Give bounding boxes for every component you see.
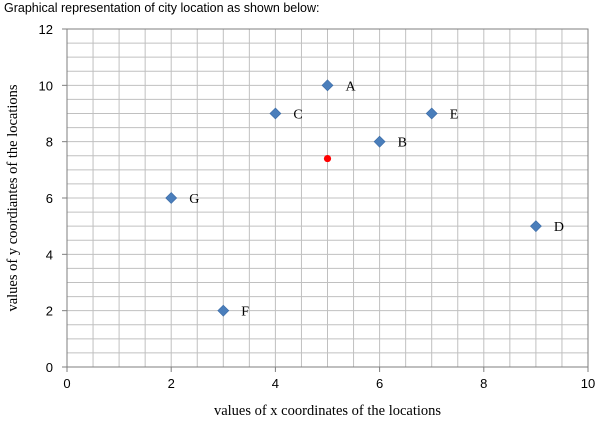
figure-caption: Graphical representation of city locatio… bbox=[4, 1, 320, 15]
data-point-label: G bbox=[189, 192, 199, 207]
x-tick-label: 0 bbox=[63, 376, 70, 391]
y-tick-label: 12 bbox=[39, 22, 53, 37]
data-point bbox=[217, 304, 230, 317]
data-point-label: D bbox=[554, 220, 564, 235]
x-tick-label: 6 bbox=[376, 376, 383, 391]
x-tick-label: 10 bbox=[581, 376, 595, 391]
x-axis-title: values of x coordinates of the locations bbox=[214, 403, 441, 419]
highlight-point bbox=[323, 154, 332, 163]
y-tick-label: 4 bbox=[46, 247, 53, 262]
y-axis-title: values of y coordiantes of the locations bbox=[5, 84, 21, 311]
data-points: A B C D E F G bbox=[165, 79, 564, 320]
data-point-label: B bbox=[398, 136, 407, 151]
y-tick-label: 6 bbox=[46, 191, 53, 206]
y-tick-label: 0 bbox=[46, 360, 53, 375]
y-tick-label: 8 bbox=[46, 135, 53, 150]
data-point-label: F bbox=[241, 305, 249, 320]
data-point-label: E bbox=[450, 108, 459, 123]
axes bbox=[62, 28, 589, 372]
data-point bbox=[269, 107, 282, 120]
data-point bbox=[529, 220, 542, 233]
y-tick-label: 10 bbox=[39, 78, 53, 93]
x-tick-label: 8 bbox=[480, 376, 487, 391]
data-point-label: C bbox=[293, 108, 302, 123]
data-point bbox=[165, 192, 178, 204]
x-tick-label: 4 bbox=[272, 376, 279, 391]
x-tick-label: 2 bbox=[168, 376, 175, 391]
data-point bbox=[321, 79, 334, 92]
y-tick-label: 2 bbox=[46, 304, 53, 319]
data-point-label: A bbox=[346, 79, 357, 94]
data-point bbox=[425, 107, 438, 120]
data-point bbox=[373, 135, 386, 148]
tick-labels: 0 2 4 6 8 10 0 2 4 6 8 10 12 bbox=[39, 22, 596, 391]
